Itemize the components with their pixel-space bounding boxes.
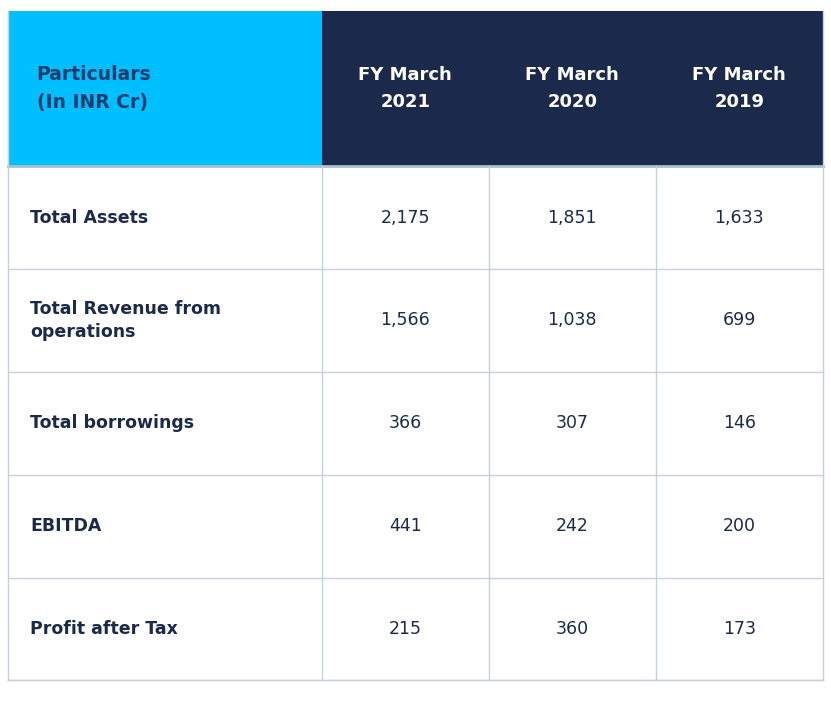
Text: 1,038: 1,038 (548, 311, 597, 329)
Bar (8, 11, 322, 166)
Text: 1,566: 1,566 (381, 311, 430, 329)
Bar (8, 166, 823, 269)
Text: Total Revenue from
operations: Total Revenue from operations (30, 300, 221, 342)
Text: 699: 699 (722, 311, 756, 329)
Text: FY March
2019: FY March 2019 (692, 66, 786, 110)
Text: 173: 173 (723, 620, 755, 638)
Text: Total borrowings: Total borrowings (30, 414, 194, 432)
Bar (8, 578, 823, 680)
Text: 215: 215 (389, 620, 422, 638)
Bar (8, 372, 823, 475)
Text: 441: 441 (389, 517, 421, 535)
Text: 146: 146 (723, 414, 755, 432)
Text: 360: 360 (556, 620, 589, 638)
Text: Total Assets: Total Assets (30, 209, 149, 227)
Bar (8, 269, 823, 372)
Bar (8, 475, 823, 578)
Text: 307: 307 (556, 414, 589, 432)
Text: Particulars
(In INR Cr): Particulars (In INR Cr) (37, 65, 151, 112)
Text: 366: 366 (389, 414, 422, 432)
Text: FY March
2020: FY March 2020 (525, 66, 619, 110)
Bar (322, 11, 823, 166)
Text: EBITDA: EBITDA (30, 517, 101, 535)
Text: FY March
2021: FY March 2021 (358, 66, 452, 110)
Text: 242: 242 (556, 517, 588, 535)
Text: 1,851: 1,851 (548, 209, 597, 227)
Text: 2,175: 2,175 (381, 209, 430, 227)
Text: 1,633: 1,633 (715, 209, 764, 227)
Text: Profit after Tax: Profit after Tax (30, 620, 178, 638)
Text: 200: 200 (723, 517, 755, 535)
